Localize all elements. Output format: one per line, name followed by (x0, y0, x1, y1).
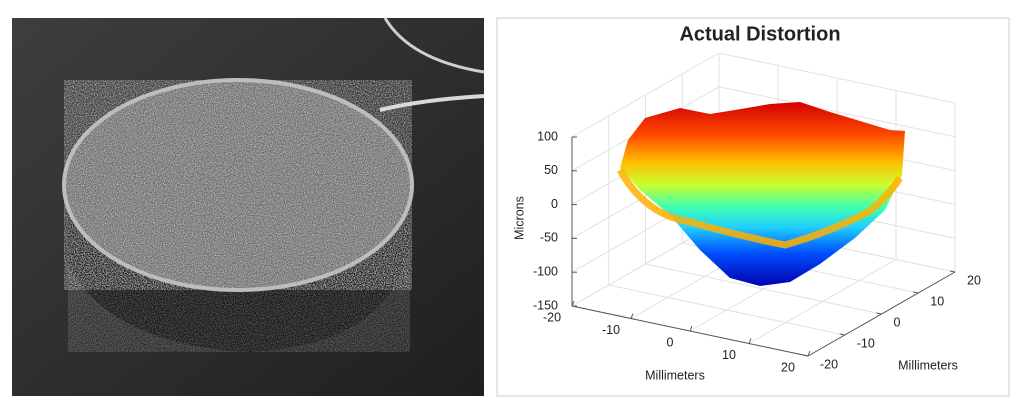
grid-line (645, 263, 882, 315)
z-axis-label: Microns (512, 196, 526, 240)
tick-mark (913, 291, 919, 294)
tick-mark (949, 270, 956, 273)
surface-rim (616, 168, 903, 249)
tick-mark (571, 300, 575, 307)
y-tick-label: -20 (820, 357, 838, 371)
y-tick-label: 20 (967, 273, 981, 287)
z-tick-label: -50 (540, 231, 558, 245)
chart-title: Actual Distortion (679, 23, 840, 45)
tick-mark (802, 354, 809, 357)
z-tick-label: 50 (544, 163, 558, 177)
tick-mark (807, 350, 811, 357)
photo (12, 17, 485, 396)
x-tick-label: 10 (722, 348, 736, 362)
y-axis-label: Millimeters (898, 358, 958, 372)
z-tick-label: -100 (533, 264, 558, 278)
tick-mark (876, 312, 882, 315)
x-axis-label: Millimeters (645, 368, 705, 382)
z-tick-label: -150 (533, 298, 558, 312)
z-tick-label: 100 (537, 129, 558, 143)
tick-mark (630, 313, 634, 319)
y-tick-label: 0 (894, 315, 901, 329)
surface (620, 102, 905, 286)
tick-mark (689, 325, 693, 332)
y-tick-label: 10 (930, 294, 944, 308)
x-tick-label: 20 (781, 360, 795, 374)
y-tick-label: -10 (857, 336, 875, 350)
x-tick-label: -20 (543, 310, 561, 324)
z-tick-label: 0 (551, 197, 558, 211)
grid-line (608, 284, 845, 336)
x-tick-label: -10 (602, 323, 620, 337)
x-tick-label: 0 (667, 335, 674, 349)
tick-mark (839, 333, 845, 336)
tick-mark (748, 338, 752, 344)
